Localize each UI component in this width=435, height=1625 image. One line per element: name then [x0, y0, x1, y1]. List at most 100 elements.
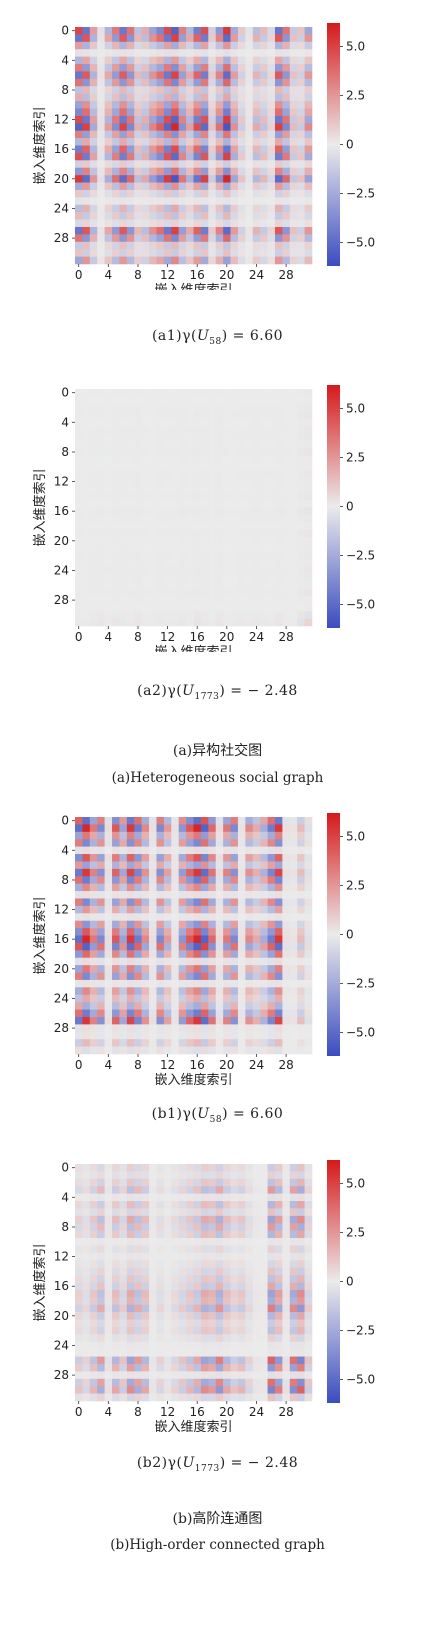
heatmap-cell — [200, 470, 209, 479]
heatmap-cell — [297, 1341, 305, 1350]
x-tick-label: 20 — [219, 1058, 234, 1072]
heatmap-cell — [223, 603, 231, 612]
heatmap-cell — [104, 529, 113, 538]
heatmap-cell — [215, 588, 224, 597]
heatmap-cell — [171, 448, 179, 456]
heatmap-cell — [171, 544, 179, 553]
heatmap-cell — [97, 226, 105, 235]
heatmap-cell — [171, 485, 179, 493]
heatmap-cell — [171, 1356, 179, 1365]
heatmap-cell — [304, 418, 313, 427]
heatmap-cell — [297, 1363, 305, 1372]
colorbar-tick-label: 5.0 — [346, 1177, 365, 1191]
heatmap-cell — [156, 854, 165, 862]
x-tick-label: 16 — [190, 1405, 205, 1419]
heatmap-cell — [82, 537, 91, 545]
heatmap-cell — [149, 93, 157, 102]
heatmap-cell — [200, 1297, 209, 1306]
heatmap-cell — [171, 846, 179, 855]
heatmap-cell — [237, 167, 246, 176]
x-axis-label: 嵌入维度索引 — [154, 282, 232, 290]
heatmap-cell — [163, 500, 172, 508]
heatmap-cell — [252, 455, 261, 464]
heatmap-cell — [186, 839, 194, 847]
heatmap-cell — [289, 115, 298, 124]
heatmap-cell — [97, 1349, 105, 1357]
heatmap-cell — [245, 965, 254, 973]
heatmap-cell — [178, 839, 187, 847]
heatmap-cell — [171, 189, 179, 198]
heatmap-cell — [274, 1238, 283, 1246]
heatmap-cell — [260, 64, 268, 72]
heatmap-cell — [237, 197, 246, 206]
heatmap-cell — [149, 41, 157, 50]
heatmap-cell — [245, 123, 254, 131]
heatmap-cell — [282, 1378, 291, 1387]
heatmap-cell — [297, 854, 305, 862]
heatmap-cell — [297, 86, 305, 94]
heatmap-cell — [119, 145, 128, 154]
heatmap-cell — [193, 1164, 202, 1172]
heatmap-cell — [186, 189, 194, 198]
heatmap-cell — [112, 994, 120, 1003]
heatmap-cell — [297, 1031, 305, 1040]
heatmap-cell — [304, 455, 313, 464]
heatmap-cell — [156, 817, 165, 825]
heatmap-cell — [156, 108, 165, 117]
heatmap-cell — [267, 1215, 276, 1224]
heatmap-cell — [97, 566, 105, 575]
heatmap-cell — [282, 1334, 291, 1343]
heatmap-cell — [186, 1326, 194, 1335]
heatmap-cell — [237, 56, 246, 65]
heatmap-cell — [97, 1282, 105, 1291]
heatmap-cell — [282, 160, 291, 169]
heatmap-cell — [193, 920, 202, 929]
heatmap-cell — [282, 831, 291, 840]
heatmap-cell — [126, 861, 135, 870]
heatmap-cell — [178, 507, 187, 516]
heatmap-cell — [245, 876, 254, 884]
heatmap-cell — [141, 611, 150, 619]
heatmap-cell — [260, 108, 268, 117]
heatmap-cell — [215, 1201, 224, 1209]
heatmap-cell — [134, 950, 142, 959]
heatmap-cell — [82, 1282, 91, 1291]
heatmap-cell — [252, 1009, 261, 1018]
heatmap-cell — [252, 492, 261, 501]
heatmap-cell — [267, 440, 276, 449]
heatmap-cell — [237, 920, 246, 929]
heatmap-cell — [163, 477, 172, 486]
heatmap-cell — [267, 249, 276, 257]
heatmap-cell — [200, 1024, 209, 1033]
heatmap-cell — [126, 972, 135, 981]
heatmap-cell — [304, 1252, 313, 1261]
heatmap-cell — [297, 1009, 305, 1018]
heatmap-cell — [282, 1356, 291, 1365]
heatmap-cell — [289, 1289, 298, 1298]
heatmap-cell — [282, 868, 291, 877]
heatmap-cell — [112, 101, 120, 109]
heatmap-cell — [178, 1289, 187, 1298]
heatmap-cell — [112, 1319, 120, 1328]
heatmap-cell — [193, 611, 202, 619]
heatmap-cell — [104, 876, 113, 884]
heatmap-cell — [304, 389, 313, 397]
heatmap-cell — [156, 581, 165, 590]
heatmap-cell — [200, 1039, 209, 1047]
heatmap-cell — [223, 130, 231, 139]
heatmap-cell — [282, 145, 291, 154]
heatmap-cell — [237, 34, 246, 43]
heatmap-cell — [260, 891, 268, 899]
heatmap-cell — [193, 1260, 202, 1268]
heatmap-cell — [289, 433, 298, 442]
heatmap-cell — [267, 581, 276, 590]
heatmap-cell — [297, 167, 305, 176]
heatmap-cell — [149, 551, 157, 560]
heatmap-cell — [215, 500, 224, 508]
heatmap-cell — [215, 913, 224, 921]
heatmap-cell — [126, 175, 135, 183]
heatmap-cell — [75, 588, 83, 597]
heatmap-cell — [141, 500, 150, 508]
heatmap-cell — [297, 913, 305, 921]
heatmap-cell — [208, 1297, 217, 1306]
